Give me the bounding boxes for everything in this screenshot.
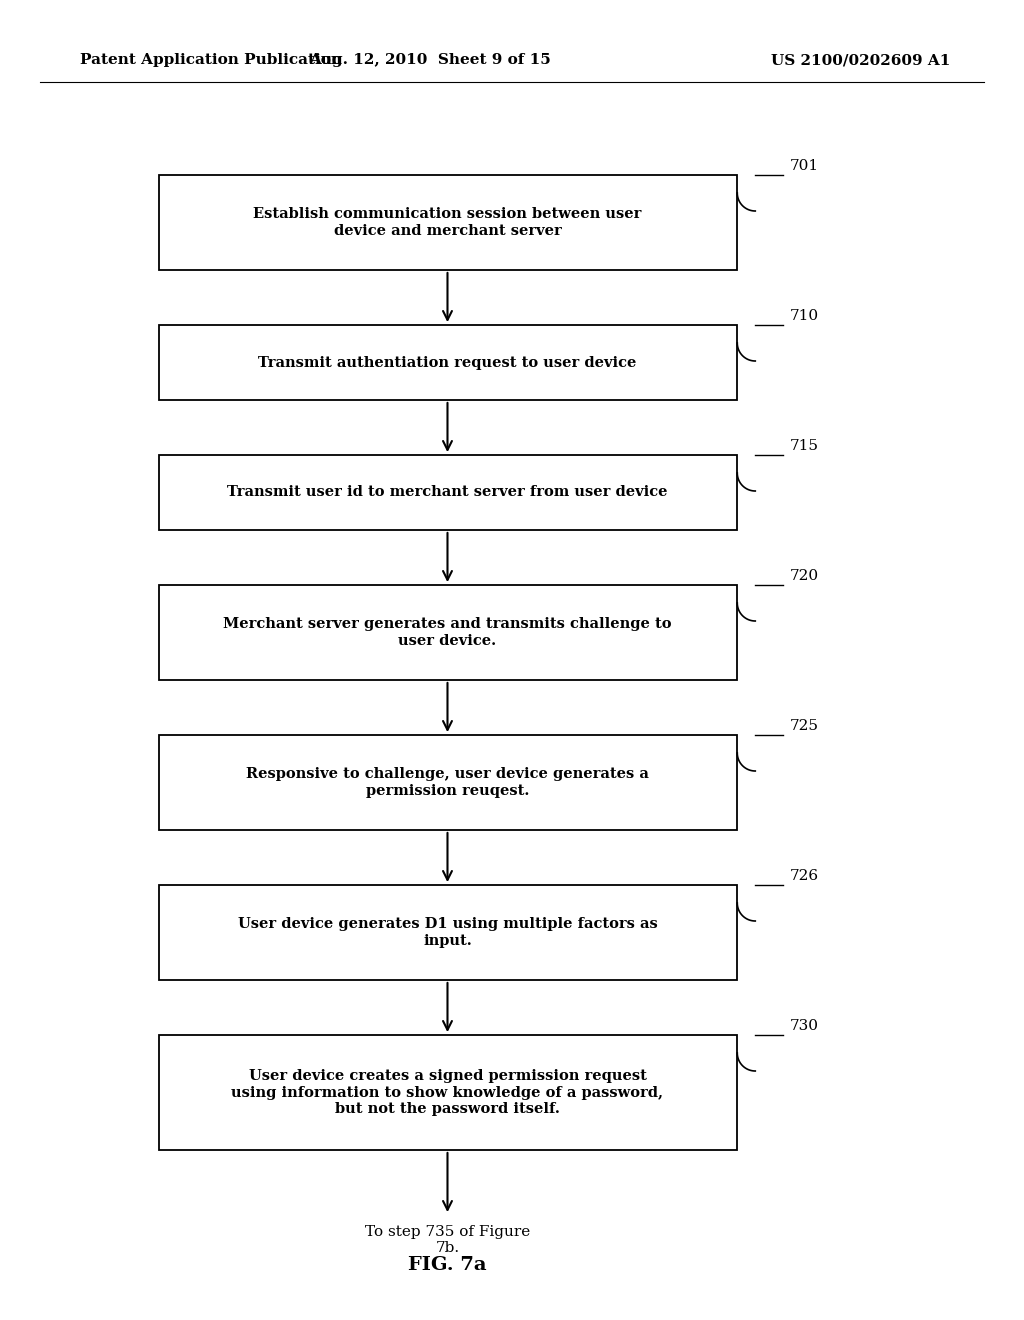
Text: 710: 710 (790, 309, 818, 323)
Bar (159, 884, 737, 979)
Text: 730: 730 (790, 1019, 818, 1034)
Bar (159, 1035, 737, 1150)
Text: 715: 715 (790, 440, 818, 453)
Text: Transmit authentiation request to user device: Transmit authentiation request to user d… (258, 355, 637, 370)
Bar (159, 455, 737, 531)
Text: User device creates a signed permission request
using information to show knowle: User device creates a signed permission … (231, 1069, 664, 1115)
Text: 701: 701 (790, 158, 818, 173)
Bar (159, 325, 737, 400)
Bar (159, 585, 737, 680)
Text: Patent Application Publication: Patent Application Publication (80, 53, 342, 67)
Text: To step 735 of Figure
7b.: To step 735 of Figure 7b. (365, 1225, 530, 1255)
Text: US 2100/0202609 A1: US 2100/0202609 A1 (771, 53, 950, 67)
Text: FIG. 7a: FIG. 7a (409, 1257, 486, 1274)
Text: 726: 726 (790, 869, 818, 883)
Text: Establish communication session between user
device and merchant server: Establish communication session between … (253, 207, 642, 238)
Bar (159, 735, 737, 830)
Text: Aug. 12, 2010  Sheet 9 of 15: Aug. 12, 2010 Sheet 9 of 15 (309, 53, 551, 67)
Text: Responsive to challenge, user device generates a
permission reuqest.: Responsive to challenge, user device gen… (246, 767, 649, 797)
Text: User device generates D1 using multiple factors as
input.: User device generates D1 using multiple … (238, 917, 657, 948)
Bar (159, 176, 737, 271)
Text: Transmit user id to merchant server from user device: Transmit user id to merchant server from… (227, 486, 668, 499)
Text: 720: 720 (790, 569, 818, 583)
Text: 725: 725 (790, 719, 818, 733)
Text: Merchant server generates and transmits challenge to
user device.: Merchant server generates and transmits … (223, 618, 672, 648)
